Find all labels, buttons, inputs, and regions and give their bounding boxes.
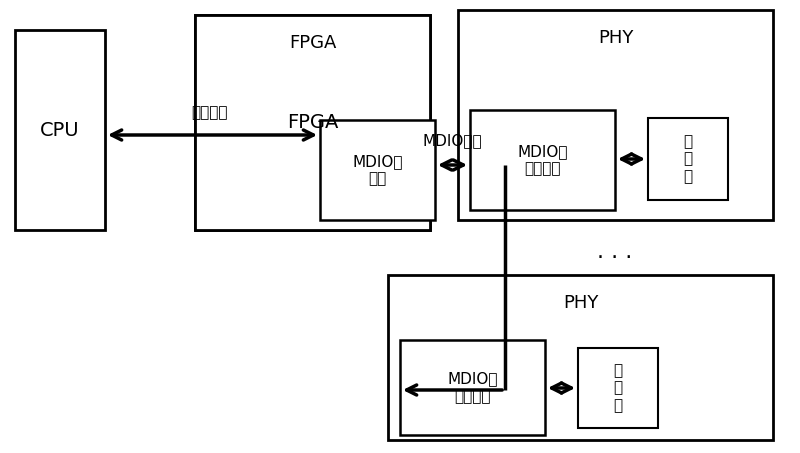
Text: MDIO总线: MDIO总线: [422, 133, 482, 148]
Text: MDIO接
收控制器: MDIO接 收控制器: [447, 371, 498, 404]
Text: MDIO控
制器: MDIO控 制器: [352, 154, 402, 186]
Bar: [470, 110, 615, 210]
Text: FPGA: FPGA: [289, 34, 336, 52]
Text: FPGA: FPGA: [287, 113, 338, 132]
Bar: [320, 120, 435, 220]
Text: MDIO接
收控制器: MDIO接 收控制器: [518, 144, 568, 176]
Text: PHY: PHY: [563, 294, 598, 312]
Text: · · ·: · · ·: [598, 248, 633, 268]
Bar: [458, 10, 773, 220]
Text: 寄
存
器: 寄 存 器: [683, 134, 693, 184]
Text: CPU: CPU: [40, 120, 80, 140]
Bar: [195, 15, 430, 230]
Bar: [388, 275, 773, 440]
Bar: [15, 30, 105, 230]
Bar: [578, 348, 658, 428]
Text: PHY: PHY: [598, 29, 633, 47]
Bar: [195, 15, 430, 230]
Bar: [400, 340, 545, 435]
Bar: [648, 118, 728, 200]
Text: 寄
存
器: 寄 存 器: [614, 363, 622, 413]
Text: 高速总线: 高速总线: [192, 105, 228, 120]
